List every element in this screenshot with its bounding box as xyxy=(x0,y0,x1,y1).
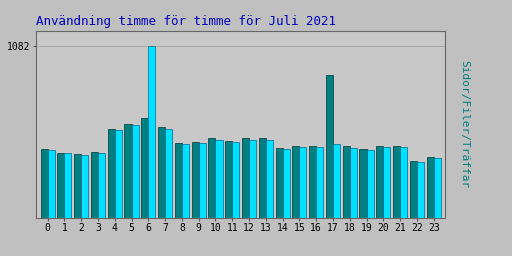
Bar xyxy=(208,138,216,218)
Bar xyxy=(141,118,148,218)
Bar xyxy=(326,75,333,218)
Bar xyxy=(148,46,155,218)
Bar xyxy=(191,142,199,218)
Bar xyxy=(350,148,357,218)
Bar xyxy=(108,129,115,218)
Bar xyxy=(300,147,307,218)
Bar xyxy=(333,144,340,218)
Bar xyxy=(91,152,98,218)
Bar xyxy=(309,146,316,218)
Bar xyxy=(199,143,206,218)
Bar xyxy=(48,150,55,218)
Bar xyxy=(292,146,300,218)
Bar xyxy=(434,158,441,218)
Bar xyxy=(132,125,139,218)
Bar xyxy=(417,162,424,218)
Bar xyxy=(259,138,266,218)
Bar xyxy=(182,144,189,218)
Bar xyxy=(376,146,383,218)
Bar xyxy=(343,146,350,218)
Bar xyxy=(393,146,400,218)
Bar xyxy=(249,140,256,218)
Bar xyxy=(383,147,390,218)
Bar xyxy=(81,155,88,218)
Bar xyxy=(275,148,283,218)
Y-axis label: Sidor/Filer/Träffar: Sidor/Filer/Träffar xyxy=(459,60,470,188)
Bar xyxy=(40,150,48,218)
Bar xyxy=(74,154,81,218)
Bar xyxy=(115,130,122,218)
Bar xyxy=(158,127,165,218)
Text: Användning timme för timme för Juli 2021: Användning timme för timme för Juli 2021 xyxy=(36,15,336,28)
Bar xyxy=(410,161,417,218)
Bar xyxy=(216,140,223,218)
Bar xyxy=(165,129,172,218)
Bar xyxy=(359,149,367,218)
Bar xyxy=(57,153,65,218)
Bar xyxy=(124,124,132,218)
Bar xyxy=(225,141,232,218)
Bar xyxy=(400,147,407,218)
Bar xyxy=(367,150,374,218)
Bar xyxy=(242,138,249,218)
Bar xyxy=(232,142,239,218)
Bar xyxy=(426,157,434,218)
Bar xyxy=(316,147,323,218)
Bar xyxy=(98,153,105,218)
Bar xyxy=(283,149,290,218)
Bar xyxy=(65,153,72,218)
Bar xyxy=(266,140,273,218)
Bar xyxy=(175,143,182,218)
